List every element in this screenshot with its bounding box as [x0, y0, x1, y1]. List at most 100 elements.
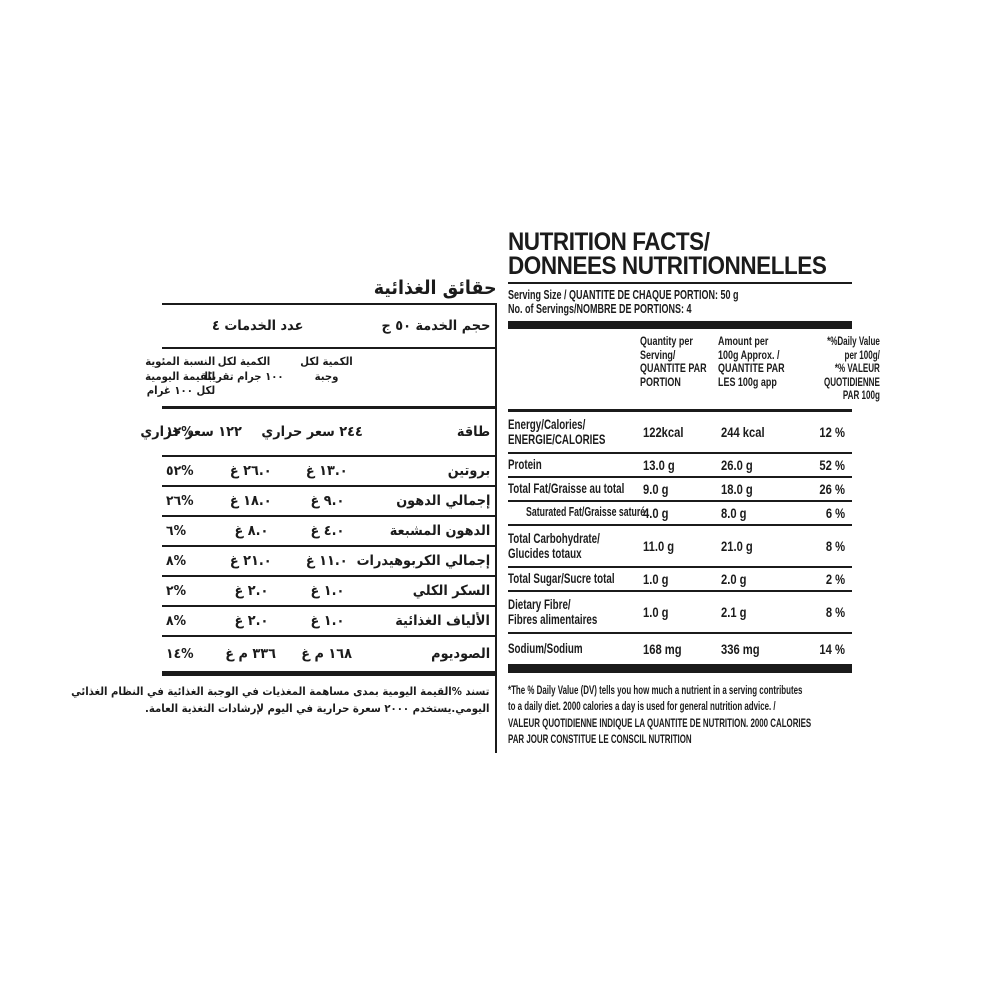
- panel-title-arabic: حقائق الغذائية: [162, 276, 497, 303]
- serving-info-row-arabic: حجم الخدمة ٥٠ ج عدد الخدمات ٤: [162, 305, 495, 349]
- nutrient-row-total-fat-english: Total Fat/Graisse au total 9.0 g 18.0 g …: [508, 475, 852, 500]
- nutrient-label: الألياف الغذائية: [395, 612, 490, 629]
- value-per-100g: ٢٦.٠ غ: [230, 462, 272, 479]
- nutrient-label: Dietary Fibre/ Fibres alimentaires: [508, 595, 598, 627]
- value-per-serving: ٤.٠ غ: [310, 522, 344, 539]
- nutrient-row-sodium-english: Sodium/Sodium 168 mg 336 mg 14 %: [508, 631, 852, 664]
- value-per-100g: 244 kcal: [721, 423, 765, 440]
- value-per-100g: ٨.٠ غ: [234, 522, 268, 539]
- value-daily-value: ١٢%: [166, 423, 194, 440]
- column-header-per-serving-english: Quantity per Serving/ QUANTITE PAR PORTI…: [640, 336, 707, 389]
- value-daily-value: ٨%: [166, 552, 187, 569]
- value-per-100g: 2.1 g: [721, 603, 747, 620]
- nutrient-row-energy-english: Energy/Calories/ ENERGIE/CALORIES 122kca…: [508, 412, 852, 452]
- nutrient-row-sugar-english: Total Sugar/Sucre total 1.0 g 2.0 g 2 %: [508, 565, 852, 590]
- value-per-100g: ٢.٠ غ: [234, 582, 268, 599]
- column-header-spacer: [367, 355, 495, 399]
- value-per-100g: ٢٤٤ سعر حراري: [261, 423, 363, 440]
- nutrient-label: Total Carbohydrate/ Glucides totaux: [508, 529, 600, 561]
- value-daily-value: 6 %: [825, 504, 845, 521]
- column-header-daily-value-arabic: النسبة المئوية للقيمة اليومية لكل ١٠٠ غر…: [144, 355, 215, 397]
- nutrient-values-energy: ٢٤٤ سعر حراري ١٢٢ سعر حراري: [141, 423, 367, 440]
- serving-size-english: Serving Size / QUANTITE DE CHAQUE PORTIO…: [508, 288, 739, 302]
- title-divider-line: [508, 282, 852, 284]
- value-daily-value: 8 %: [825, 603, 845, 620]
- nutrient-label: Total Fat/Graisse au total: [508, 480, 625, 496]
- nutrient-row-saturated-fat-english: Saturated Fat/Graisse saturé 4.0 g 8.0 g…: [508, 499, 852, 524]
- value-per-serving: 122kcal: [643, 423, 684, 440]
- nutrient-row-saturated-fat-arabic: الدهون المشبعة ٤.٠ غ ٨.٠ غ ٦%: [162, 514, 495, 545]
- value-daily-value: ٢%: [166, 582, 187, 599]
- value-per-serving: ١١.٠ غ: [306, 552, 348, 569]
- nutrient-label: الصوديوم: [431, 645, 490, 662]
- value-daily-value: 52 %: [819, 456, 845, 473]
- nutrient-label: الدهون المشبعة: [389, 522, 490, 539]
- column-header-per-100g-arabic: الكمية لكل ١٠٠ جرام تقريبًا: [204, 355, 284, 383]
- nutrient-row-carbohydrate-english: Total Carbohydrate/ Glucides totaux 11.0…: [508, 523, 852, 566]
- header-divider-line: [508, 408, 852, 412]
- value-per-100g: 21.0 g: [721, 537, 753, 554]
- panel-title-english: NUTRITION FACTS/ DONNEES NUTRITIONNELLES: [508, 228, 852, 279]
- value-per-100g: 2.0 g: [721, 570, 747, 587]
- serving-size-arabic: حجم الخدمة ٥٠ ج: [381, 318, 490, 334]
- nutrient-row-protein-english: Protein 13.0 g 26.0 g 52 %: [508, 451, 852, 476]
- value-daily-value: 2 %: [825, 570, 845, 587]
- value-per-serving: 4.0 g: [643, 504, 669, 521]
- value-per-serving: ١٦٨ م غ: [301, 645, 353, 662]
- value-per-serving: ١.٠ غ: [310, 612, 344, 629]
- daily-value-footnote-arabic: تسند %القيمة اليومية بمدى مساهمة المغذيا…: [71, 684, 490, 716]
- nutrient-label: Sodium/Sodium: [508, 640, 583, 656]
- value-per-serving: 9.0 g: [643, 480, 669, 497]
- panel-title-arabic-text: حقائق الغذائية: [374, 277, 497, 299]
- nutrient-label: Saturated Fat/Graisse saturé: [526, 505, 646, 519]
- arabic-table-box: حجم الخدمة ٥٠ ج عدد الخدمات ٤ الكمية لكل…: [71, 303, 497, 753]
- thick-divider-bar: [508, 663, 852, 673]
- value-per-serving: ١.٠ غ: [310, 582, 344, 599]
- column-header-row-arabic: الكمية لكل وجبة الكمية لكل ١٠٠ جرام تقري…: [145, 349, 495, 409]
- servings-count-arabic: عدد الخدمات ٤: [212, 318, 304, 334]
- value-per-serving: ١٢٢ سعر حراري: [140, 423, 243, 440]
- nutrient-row-sugar-arabic: السكر الكلي ١.٠ غ ٢.٠ غ ٢%: [162, 574, 495, 605]
- value-per-100g: 26.0 g: [721, 456, 753, 473]
- value-per-100g: ١٨.٠ غ: [230, 492, 272, 509]
- value-per-100g: ٣٣٦ م غ: [225, 645, 277, 662]
- value-per-serving: ٩.٠ غ: [310, 492, 344, 509]
- nutrient-row-energy-arabic: طاقة ٢٤٤ سعر حراري ١٢٢ سعر حراري ١٢%: [141, 409, 495, 455]
- value-daily-value: 8 %: [825, 537, 845, 554]
- nutrient-label: Protein: [508, 456, 542, 472]
- value-per-100g: 336 mg: [721, 640, 760, 657]
- value-per-serving: 1.0 g: [643, 603, 669, 620]
- nutrition-panel-english: NUTRITION FACTS/ DONNEES NUTRITIONNELLES…: [508, 228, 880, 748]
- nutrient-label: Energy/Calories/ ENERGIE/CALORIES: [508, 415, 606, 447]
- value-daily-value: ٦%: [166, 522, 187, 539]
- nutrient-label: Total Sugar/Sucre total: [508, 570, 615, 586]
- nutrient-label: السكر الكلي: [412, 582, 490, 599]
- value-per-serving: ١٣.٠ غ: [306, 462, 348, 479]
- nutrient-label: طاقة: [456, 423, 490, 440]
- column-header-per-serving-arabic: الكمية لكل وجبة: [300, 355, 354, 383]
- column-header-spacer: [508, 336, 640, 404]
- panel-title-line1: NUTRITION FACTS/: [508, 228, 710, 256]
- value-per-100g: 18.0 g: [721, 480, 753, 497]
- nutrition-panel-arabic: حقائق الغذائية حجم الخدمة ٥٠ ج عدد الخدم…: [71, 276, 497, 753]
- value-daily-value: ١٤%: [166, 645, 194, 662]
- value-daily-value: 14 %: [819, 640, 845, 657]
- value-daily-value: 26 %: [819, 480, 845, 497]
- nutrient-label: بروتين: [447, 462, 490, 479]
- nutrient-row-fibre-english: Dietary Fibre/ Fibres alimentaires 1.0 g…: [508, 589, 852, 632]
- nutrient-row-total-fat-arabic: إجمالي الدهون ٩.٠ غ ١٨.٠ غ ٢٦%: [162, 484, 495, 515]
- daily-value-footnote-english: *The % Daily Value (DV) tells you how mu…: [508, 682, 812, 747]
- nutrient-row-carbohydrate-arabic: إجمالي الكربوهيدرات ١١.٠ غ ٢١.٠ غ ٨%: [162, 544, 495, 575]
- value-per-100g: 8.0 g: [721, 504, 747, 521]
- nutrient-row-sodium-arabic: الصوديوم ١٦٨ م غ ٣٣٦ م غ ١٤%: [162, 634, 495, 671]
- value-per-100g: ٢١.٠ غ: [230, 552, 272, 569]
- value-per-serving: 13.0 g: [643, 456, 675, 473]
- column-header-daily-value-english: *%Daily Value per 100g/ *% VALEUR QUOTID…: [823, 336, 880, 402]
- value-daily-value: ٢٦%: [166, 492, 194, 509]
- nutrient-row-protein-arabic: بروتين ١٣.٠ غ ٢٦.٠ غ ٥٢%: [162, 454, 495, 485]
- value-per-serving: 168 mg: [643, 640, 682, 657]
- nutrient-label: إجمالي الدهون: [395, 492, 490, 509]
- thick-divider-bar: [162, 670, 495, 676]
- thick-divider-bar: [508, 321, 852, 329]
